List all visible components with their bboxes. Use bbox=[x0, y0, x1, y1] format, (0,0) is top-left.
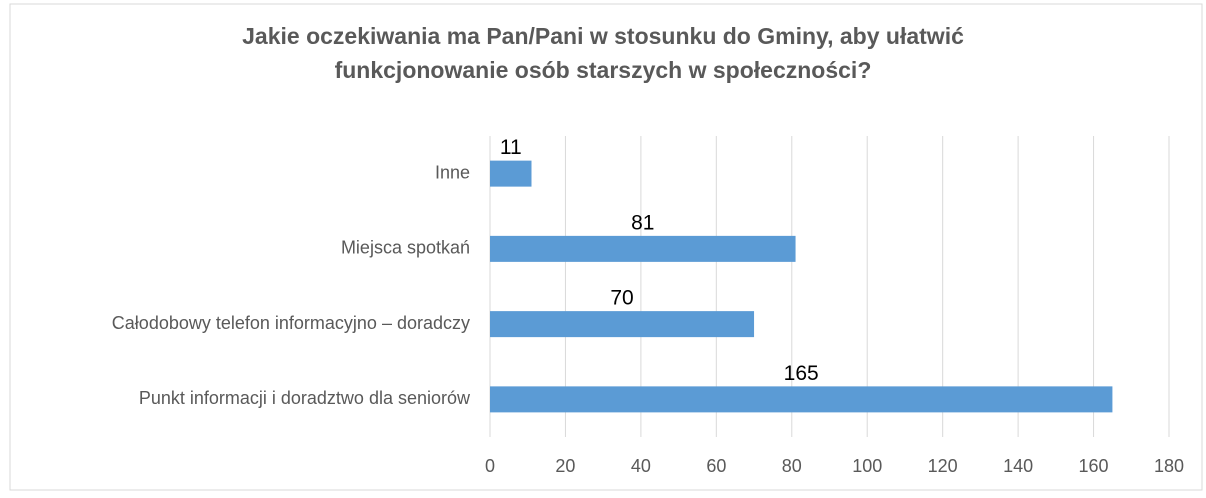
bar bbox=[490, 386, 1113, 413]
data-label: 81 bbox=[631, 211, 654, 234]
y-tick-label: Miejsca spotkań bbox=[341, 238, 470, 258]
chart-title: funkcjonowanie osób starszych w społeczn… bbox=[335, 57, 872, 83]
bar bbox=[490, 311, 755, 338]
x-tick-label: 140 bbox=[1003, 456, 1033, 476]
x-tick-label: 180 bbox=[1154, 456, 1184, 476]
chart-title: Jakie oczekiwania ma Pan/Pani w stosunku… bbox=[242, 23, 964, 49]
bar bbox=[490, 235, 796, 262]
x-tick-label: 160 bbox=[1079, 456, 1109, 476]
x-tick-label: 0 bbox=[485, 456, 495, 476]
x-tick-label: 20 bbox=[555, 456, 575, 476]
bar bbox=[490, 160, 532, 187]
x-tick-label: 80 bbox=[782, 456, 802, 476]
x-tick-label: 120 bbox=[928, 456, 958, 476]
y-tick-label: Całodobowy telefon informacyjno – doradc… bbox=[112, 313, 470, 333]
x-tick-label: 60 bbox=[706, 456, 726, 476]
data-label: 165 bbox=[784, 362, 819, 385]
y-tick-label: Inne bbox=[435, 162, 470, 182]
data-label: 11 bbox=[500, 136, 522, 159]
y-tick-label: Punkt informacji i doradztwo dla senioró… bbox=[139, 388, 471, 408]
data-label: 70 bbox=[610, 287, 633, 310]
x-tick-label: 40 bbox=[631, 456, 651, 476]
x-tick-label: 100 bbox=[852, 456, 882, 476]
